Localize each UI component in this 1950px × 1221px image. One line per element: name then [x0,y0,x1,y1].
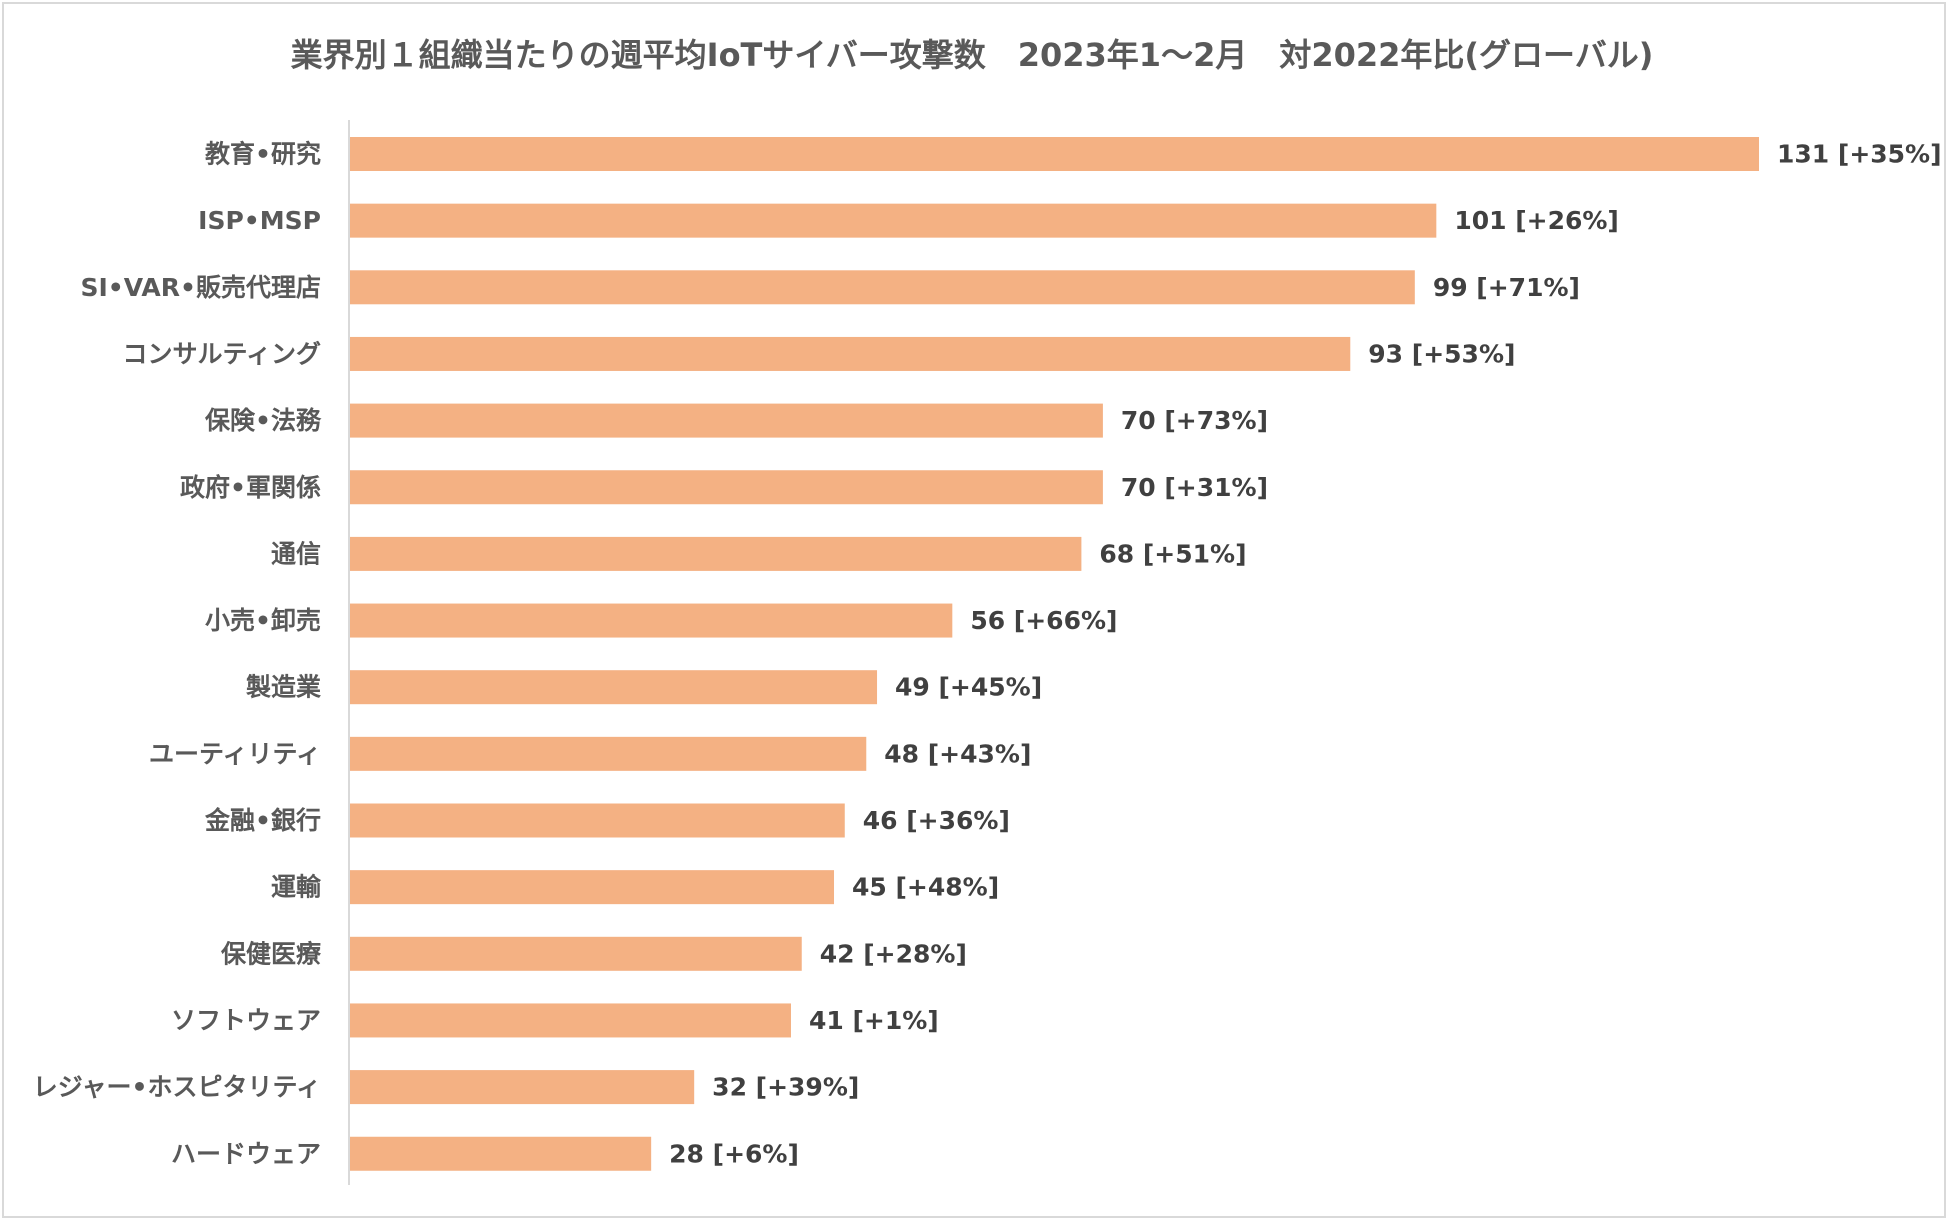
bar [350,803,845,838]
bar [350,936,802,971]
bar [350,536,1082,571]
category-label: 金融•銀行 [204,806,321,835]
category-label: 教育•研究 [205,140,321,169]
bar [350,336,1351,371]
category-label: 政府•軍関係 [180,473,321,502]
bar [350,736,867,771]
data-label: 101 [+26%] [1454,206,1619,235]
category-label: 運輸 [271,873,322,902]
data-label: 99 [+71%] [1433,273,1580,302]
data-label: 93 [+53%] [1368,339,1515,368]
category-label: コンサルティング [122,339,321,368]
bar [350,137,1759,171]
category-label: 保険•法務 [204,406,322,435]
data-label: 46 [+36%] [863,806,1010,835]
data-label: 41 [+1%] [809,1006,939,1035]
data-label: 131 [+35%] [1777,140,1942,169]
data-label: 70 [+73%] [1121,406,1268,435]
data-label: 56 [+66%] [970,606,1117,635]
bar [350,870,835,905]
data-label: 68 [+51%] [1099,539,1246,568]
category-label: レジャー•ホスピタリティ [33,1073,321,1102]
bar [350,470,1103,505]
category-label: 小売•卸売 [205,606,321,635]
category-label: ユーティリティ [149,739,321,768]
category-label: 製造業 [245,673,321,702]
category-label: ハードウェア [171,1139,321,1168]
chart-title: 業界別１組織当たりの週平均IoTサイバー攻撃数 2023年1～2月 対2022年… [290,36,1654,74]
bar [350,270,1415,305]
bar [350,1003,791,1038]
category-label: 通信 [271,539,321,568]
data-label: 70 [+31%] [1121,473,1268,502]
data-label: 45 [+48%] [852,873,999,902]
category-label: ISP•MSP [198,206,321,235]
category-label: SI•VAR•販売代理店 [80,273,321,302]
data-label: 49 [+45%] [895,673,1042,702]
data-label: 28 [+6%] [669,1139,799,1168]
data-label: 32 [+39%] [712,1073,859,1102]
category-label: ソフトウェア [171,1006,321,1035]
bar [350,670,878,705]
data-label: 48 [+43%] [884,739,1031,768]
bar [350,1136,652,1171]
bar [350,203,1437,238]
data-label: 42 [+28%] [820,939,967,968]
bar [350,603,953,638]
category-label: 保健医療 [220,939,321,968]
bar [350,403,1103,438]
bar [350,1070,695,1105]
